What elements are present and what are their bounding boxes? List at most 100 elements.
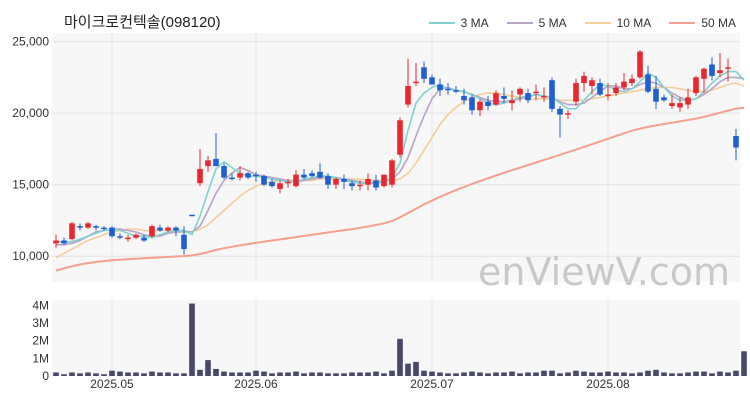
legend-swatch-ma10 bbox=[584, 22, 611, 24]
volume-bar bbox=[141, 373, 147, 376]
candle-body bbox=[509, 100, 515, 104]
candle-body bbox=[149, 226, 155, 237]
candle-body bbox=[53, 240, 59, 244]
volume-bar bbox=[397, 338, 403, 376]
volume-bar bbox=[53, 372, 59, 376]
volume-bar bbox=[325, 373, 331, 376]
candle-body bbox=[197, 168, 203, 184]
volume-bar bbox=[717, 371, 723, 376]
chart-title: 마이크로컨텍솔(098120) bbox=[64, 14, 221, 31]
legend-label-ma3: 3 MA bbox=[460, 16, 489, 30]
candle-body bbox=[157, 227, 163, 231]
volume-bar bbox=[261, 371, 267, 376]
volume-bar bbox=[653, 369, 659, 376]
candle-body bbox=[653, 88, 659, 102]
volume-tick-label: 3M bbox=[32, 316, 49, 330]
volume-bar bbox=[413, 361, 419, 376]
candle-body bbox=[189, 214, 195, 217]
volume-bar bbox=[253, 370, 259, 376]
candle-body bbox=[133, 234, 139, 238]
candle-body bbox=[573, 83, 579, 102]
volume-bar bbox=[477, 372, 483, 376]
candle-body bbox=[309, 173, 315, 177]
volume-bar bbox=[597, 372, 603, 376]
candle-body bbox=[125, 237, 131, 240]
volume-tick-label: 2M bbox=[32, 334, 49, 348]
volume-bar bbox=[277, 372, 283, 376]
candle-body bbox=[77, 226, 83, 228]
volume-bar bbox=[661, 372, 667, 376]
candle-body bbox=[445, 88, 451, 91]
volume-bar bbox=[229, 372, 235, 376]
volume-bar bbox=[93, 373, 99, 376]
candle-body bbox=[205, 160, 211, 167]
legend-label-ma5: 5 MA bbox=[538, 16, 567, 30]
volume-bar bbox=[85, 372, 91, 376]
ma10-line bbox=[55, 82, 745, 259]
legend-item-ma50: 50 MA bbox=[669, 16, 736, 30]
volume-bar bbox=[437, 372, 443, 376]
volume-bar bbox=[453, 373, 459, 376]
candle-body bbox=[717, 70, 723, 74]
candle-body bbox=[517, 88, 523, 95]
date-tick-label: 2025.08 bbox=[586, 377, 630, 391]
volume-bar bbox=[389, 370, 395, 376]
volume-bar bbox=[149, 371, 155, 376]
volume-bar bbox=[205, 360, 211, 376]
volume-bar bbox=[645, 370, 651, 376]
ma3-line bbox=[56, 70, 745, 243]
ma50-line bbox=[55, 106, 745, 272]
volume-bar bbox=[621, 372, 627, 376]
volume-bar bbox=[125, 372, 131, 376]
candle-body bbox=[253, 174, 259, 177]
date-tick-label: 2025.06 bbox=[234, 377, 278, 391]
candle-body bbox=[709, 64, 715, 76]
volume-bar bbox=[613, 372, 619, 376]
volume-bar bbox=[197, 369, 203, 376]
volume-bar bbox=[421, 370, 427, 376]
volume-bar bbox=[565, 372, 571, 376]
candle-body bbox=[565, 113, 571, 115]
candle-body bbox=[69, 223, 75, 240]
candle-body bbox=[525, 93, 531, 101]
volume-bar bbox=[373, 371, 379, 376]
price-tick-label: 25,000 bbox=[12, 35, 49, 49]
candle-body bbox=[693, 77, 699, 94]
volume-bar bbox=[341, 373, 347, 376]
legend-label-ma50: 50 MA bbox=[701, 16, 736, 30]
volume-bar bbox=[701, 371, 707, 376]
volume-bar bbox=[237, 372, 243, 376]
volume-bar bbox=[365, 372, 371, 376]
candle-body bbox=[493, 93, 499, 105]
volume-bar bbox=[109, 370, 115, 376]
candle-body bbox=[429, 77, 435, 85]
candle-body bbox=[549, 80, 555, 109]
candle-body bbox=[533, 91, 539, 94]
candle-body bbox=[621, 81, 627, 88]
candle-body bbox=[669, 103, 675, 106]
volume-bar bbox=[77, 373, 83, 376]
candle-body bbox=[645, 74, 651, 92]
candle-body bbox=[293, 174, 299, 187]
candle-body bbox=[605, 94, 611, 97]
volume-bar bbox=[517, 373, 523, 376]
volume-bar bbox=[725, 372, 731, 376]
candle-body bbox=[349, 183, 355, 187]
volume-bar bbox=[533, 372, 539, 376]
volume-bar bbox=[445, 373, 451, 376]
volume-bar bbox=[485, 373, 491, 376]
candle-body bbox=[733, 136, 739, 148]
price-tick-label: 15,000 bbox=[12, 178, 49, 192]
candle-body bbox=[141, 237, 147, 241]
candle-body bbox=[277, 183, 283, 189]
volume-bar bbox=[501, 372, 507, 376]
candle-body bbox=[589, 80, 595, 86]
moving-average-layer bbox=[55, 70, 745, 272]
volume-bar bbox=[669, 373, 675, 376]
candle-body bbox=[341, 178, 347, 182]
candle-body bbox=[629, 78, 635, 84]
candle-body bbox=[229, 177, 235, 180]
candle-body bbox=[181, 234, 187, 250]
candle-body bbox=[245, 173, 251, 178]
candle-body bbox=[413, 81, 419, 84]
